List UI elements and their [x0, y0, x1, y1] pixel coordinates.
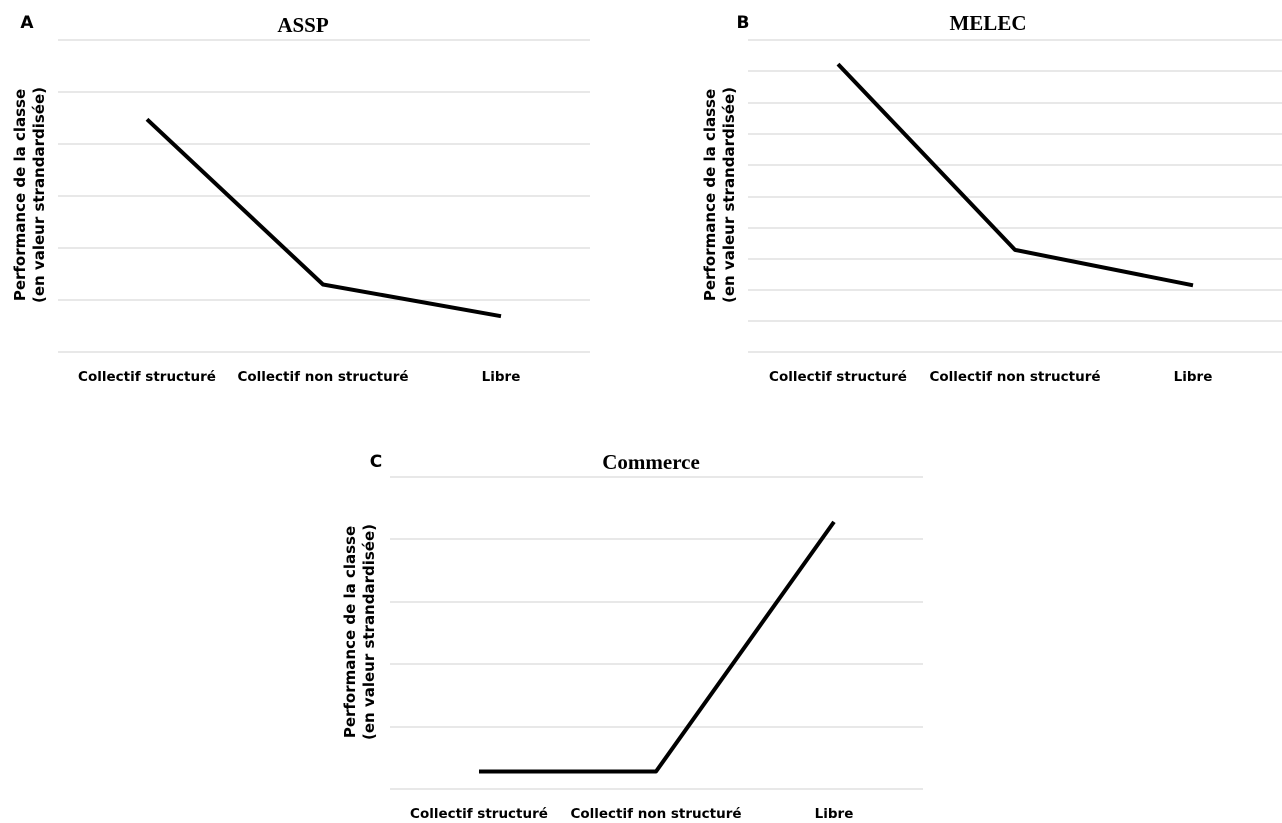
y-axis-label-line: (en valeur strandardisée) [720, 87, 738, 303]
chart-panel-commerce: C Commerce Performance de la classe(en val… [341, 450, 923, 822]
y-axis-label-line: (en valeur strandardisée) [30, 87, 48, 303]
panel-letter: B [737, 13, 750, 33]
y-axis-label: Performance de la classe(en valeur stran… [11, 87, 48, 303]
y-axis-label-line: Performance de la classe [701, 89, 719, 301]
series-line [145, 117, 502, 319]
x-tick-label: Collectif non structuré [237, 369, 408, 385]
x-tick-label: Libre [815, 806, 854, 822]
x-tick-label: Collectif structuré [769, 369, 907, 385]
x-tick-label: Collectif non structuré [929, 369, 1100, 385]
y-axis-label-line: (en valeur strandardisée) [360, 524, 378, 740]
x-tick-label: Libre [1174, 369, 1213, 385]
x-tick-label: Collectif structuré [410, 806, 548, 822]
series-line [836, 62, 1194, 288]
chart-title: MELEC [949, 11, 1026, 35]
x-tick-label: Collectif non structuré [570, 806, 741, 822]
y-axis-label: Performance de la classe(en valeur stran… [341, 524, 378, 740]
y-axis-label-line: Performance de la classe [341, 526, 359, 738]
panel-letter: A [20, 13, 34, 33]
panel-letter: C [370, 452, 382, 472]
chart-title: ASSP [277, 13, 329, 37]
x-tick-label: Collectif structuré [78, 369, 216, 385]
chart-title: Commerce [602, 450, 700, 474]
chart-panel-melec: B MELEC Performance de la classe(en valeur… [701, 11, 1282, 385]
x-tick-label: Libre [482, 369, 521, 385]
y-axis-label-line: Performance de la classe [11, 89, 29, 301]
chart-panel-assp: A ASSP Performance de la classe(en valeur … [11, 13, 590, 385]
y-axis-label: Performance de la classe(en valeur stran… [701, 87, 738, 303]
series-line [479, 520, 836, 774]
